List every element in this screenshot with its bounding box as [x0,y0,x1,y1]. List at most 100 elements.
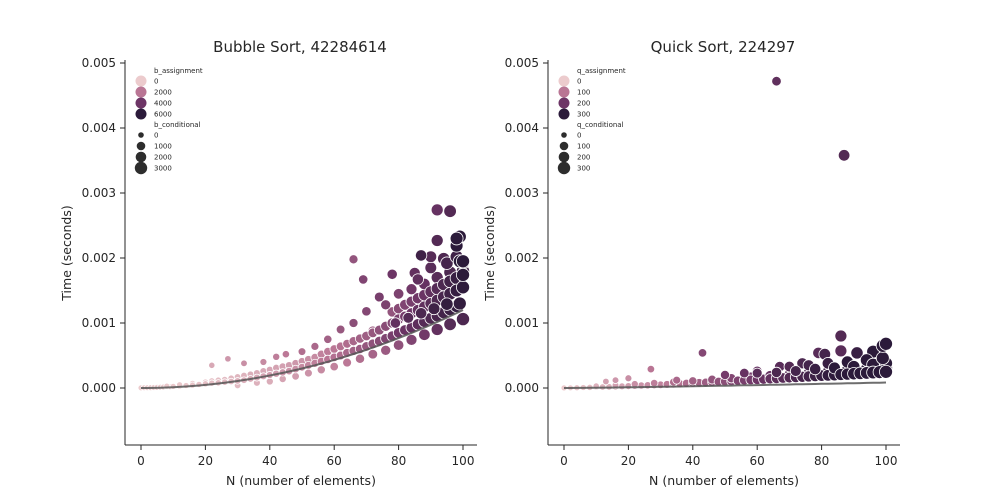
data-point [443,317,457,332]
data-point [402,311,415,324]
legend: b_assignment 0 2000 4000 6000 b_conditio… [134,67,203,175]
trend-layer [564,381,887,389]
data-point [739,367,750,379]
size-legend-swatch-0 [138,132,144,138]
size-legend-swatch-1 [136,141,146,151]
trend-line [564,381,887,389]
hue-legend-swatch-2 [558,97,570,109]
y-tick-label: 0.004 [82,121,116,135]
data-point [367,348,379,360]
hue-legend-swatch-0 [135,75,147,87]
data-point [602,377,610,386]
data-point [455,312,470,327]
data-point [455,280,470,295]
data-point [646,364,656,374]
data-point [259,358,268,366]
data-point [850,346,864,360]
x-tick-label: 0 [560,454,568,468]
data-point [380,299,392,311]
y-tick-label: 0.000 [505,381,539,395]
y-tick-label: 0.001 [82,316,116,330]
hue-legend-swatch-1 [558,86,570,98]
data-point [405,333,418,346]
data-point [618,382,626,391]
size-legend-label-2: 200 [577,154,590,162]
data-point [329,361,339,372]
hue-legend-swatch-3 [135,108,147,120]
data-point [430,203,444,217]
data-point [389,317,402,329]
y-tick-label: 0.002 [505,251,539,265]
size-legend-swatch-2 [558,151,570,163]
data-point [348,254,359,265]
data-point [688,376,698,386]
size-legend-label-0: 0 [154,132,158,140]
data-point [265,377,274,386]
x-tick-label: 40 [262,454,277,468]
data-point [834,344,848,358]
hue-legend-title: q_assignment [577,67,626,75]
data-point [809,362,822,376]
hue-legend-swatch-3 [558,108,570,120]
trend-layer [141,309,464,389]
x-tick-label: 100 [452,454,475,468]
data-point [875,351,890,366]
data-point [455,254,470,269]
data-point [304,368,313,378]
hue-legend-label-2: 4000 [154,100,172,108]
data-point [373,291,385,303]
data-point [392,339,405,351]
data-point [455,267,470,282]
x-tick-label: 20 [198,454,213,468]
data-point [751,367,763,379]
hue-legend-label-2: 200 [577,100,590,108]
hue-legend-label-3: 300 [577,111,590,119]
bubble-sort-panel: Bubble Sort, 42284614 0 20 40 60 80 100 0.000… [59,38,477,488]
hue-legend-label-1: 100 [577,89,590,97]
x-tick-label: 80 [814,454,829,468]
data-point [443,204,457,218]
x-axis-label: N (number of elements) [649,473,799,488]
data-point [361,306,372,317]
data-point [240,359,248,368]
data-point [323,334,333,344]
data-point [720,369,731,380]
size-legend-title: q_conditional [577,121,624,129]
data-point [310,341,320,351]
x-tick-label: 60 [750,454,765,468]
data-point [411,273,424,286]
x-axis-ticks: 0 20 40 60 80 100 [560,445,897,468]
size-legend-label-2: 2000 [154,154,172,162]
size-legend-swatch-3 [557,161,571,175]
y-tick-label: 0.004 [505,121,539,135]
y-tick-label: 0.001 [505,316,539,330]
data-point [414,249,428,262]
hue-legend-label-0: 0 [577,78,581,86]
y-tick-label: 0.002 [82,251,116,265]
data-point [405,283,418,296]
y-axis-ticks: 0.000 0.001 0.002 0.003 0.004 0.005 [505,56,548,395]
data-point [297,347,307,356]
data-point [386,268,398,280]
data-point [281,350,291,359]
trend-line [141,309,464,389]
data-point [672,375,682,385]
size-legend-label-3: 3000 [154,165,172,173]
data-point [414,307,428,320]
legend: q_assignment 0 100 200 300 q_conditional… [557,67,626,175]
data-point [879,336,893,351]
size-legend-swatch-2 [135,151,147,163]
x-tick-label: 80 [391,454,406,468]
data-point [650,378,659,388]
data-point [208,361,216,369]
data-point [427,302,441,316]
hue-legend-swatch-2 [135,97,147,109]
hue-legend-label-0: 0 [154,78,158,86]
data-point [291,372,300,381]
size-legend-label-3: 300 [577,165,590,173]
x-axis-label: N (number of elements) [226,473,376,488]
data-point [440,297,454,311]
y-tick-label: 0.003 [82,186,116,200]
data-point [624,374,633,383]
